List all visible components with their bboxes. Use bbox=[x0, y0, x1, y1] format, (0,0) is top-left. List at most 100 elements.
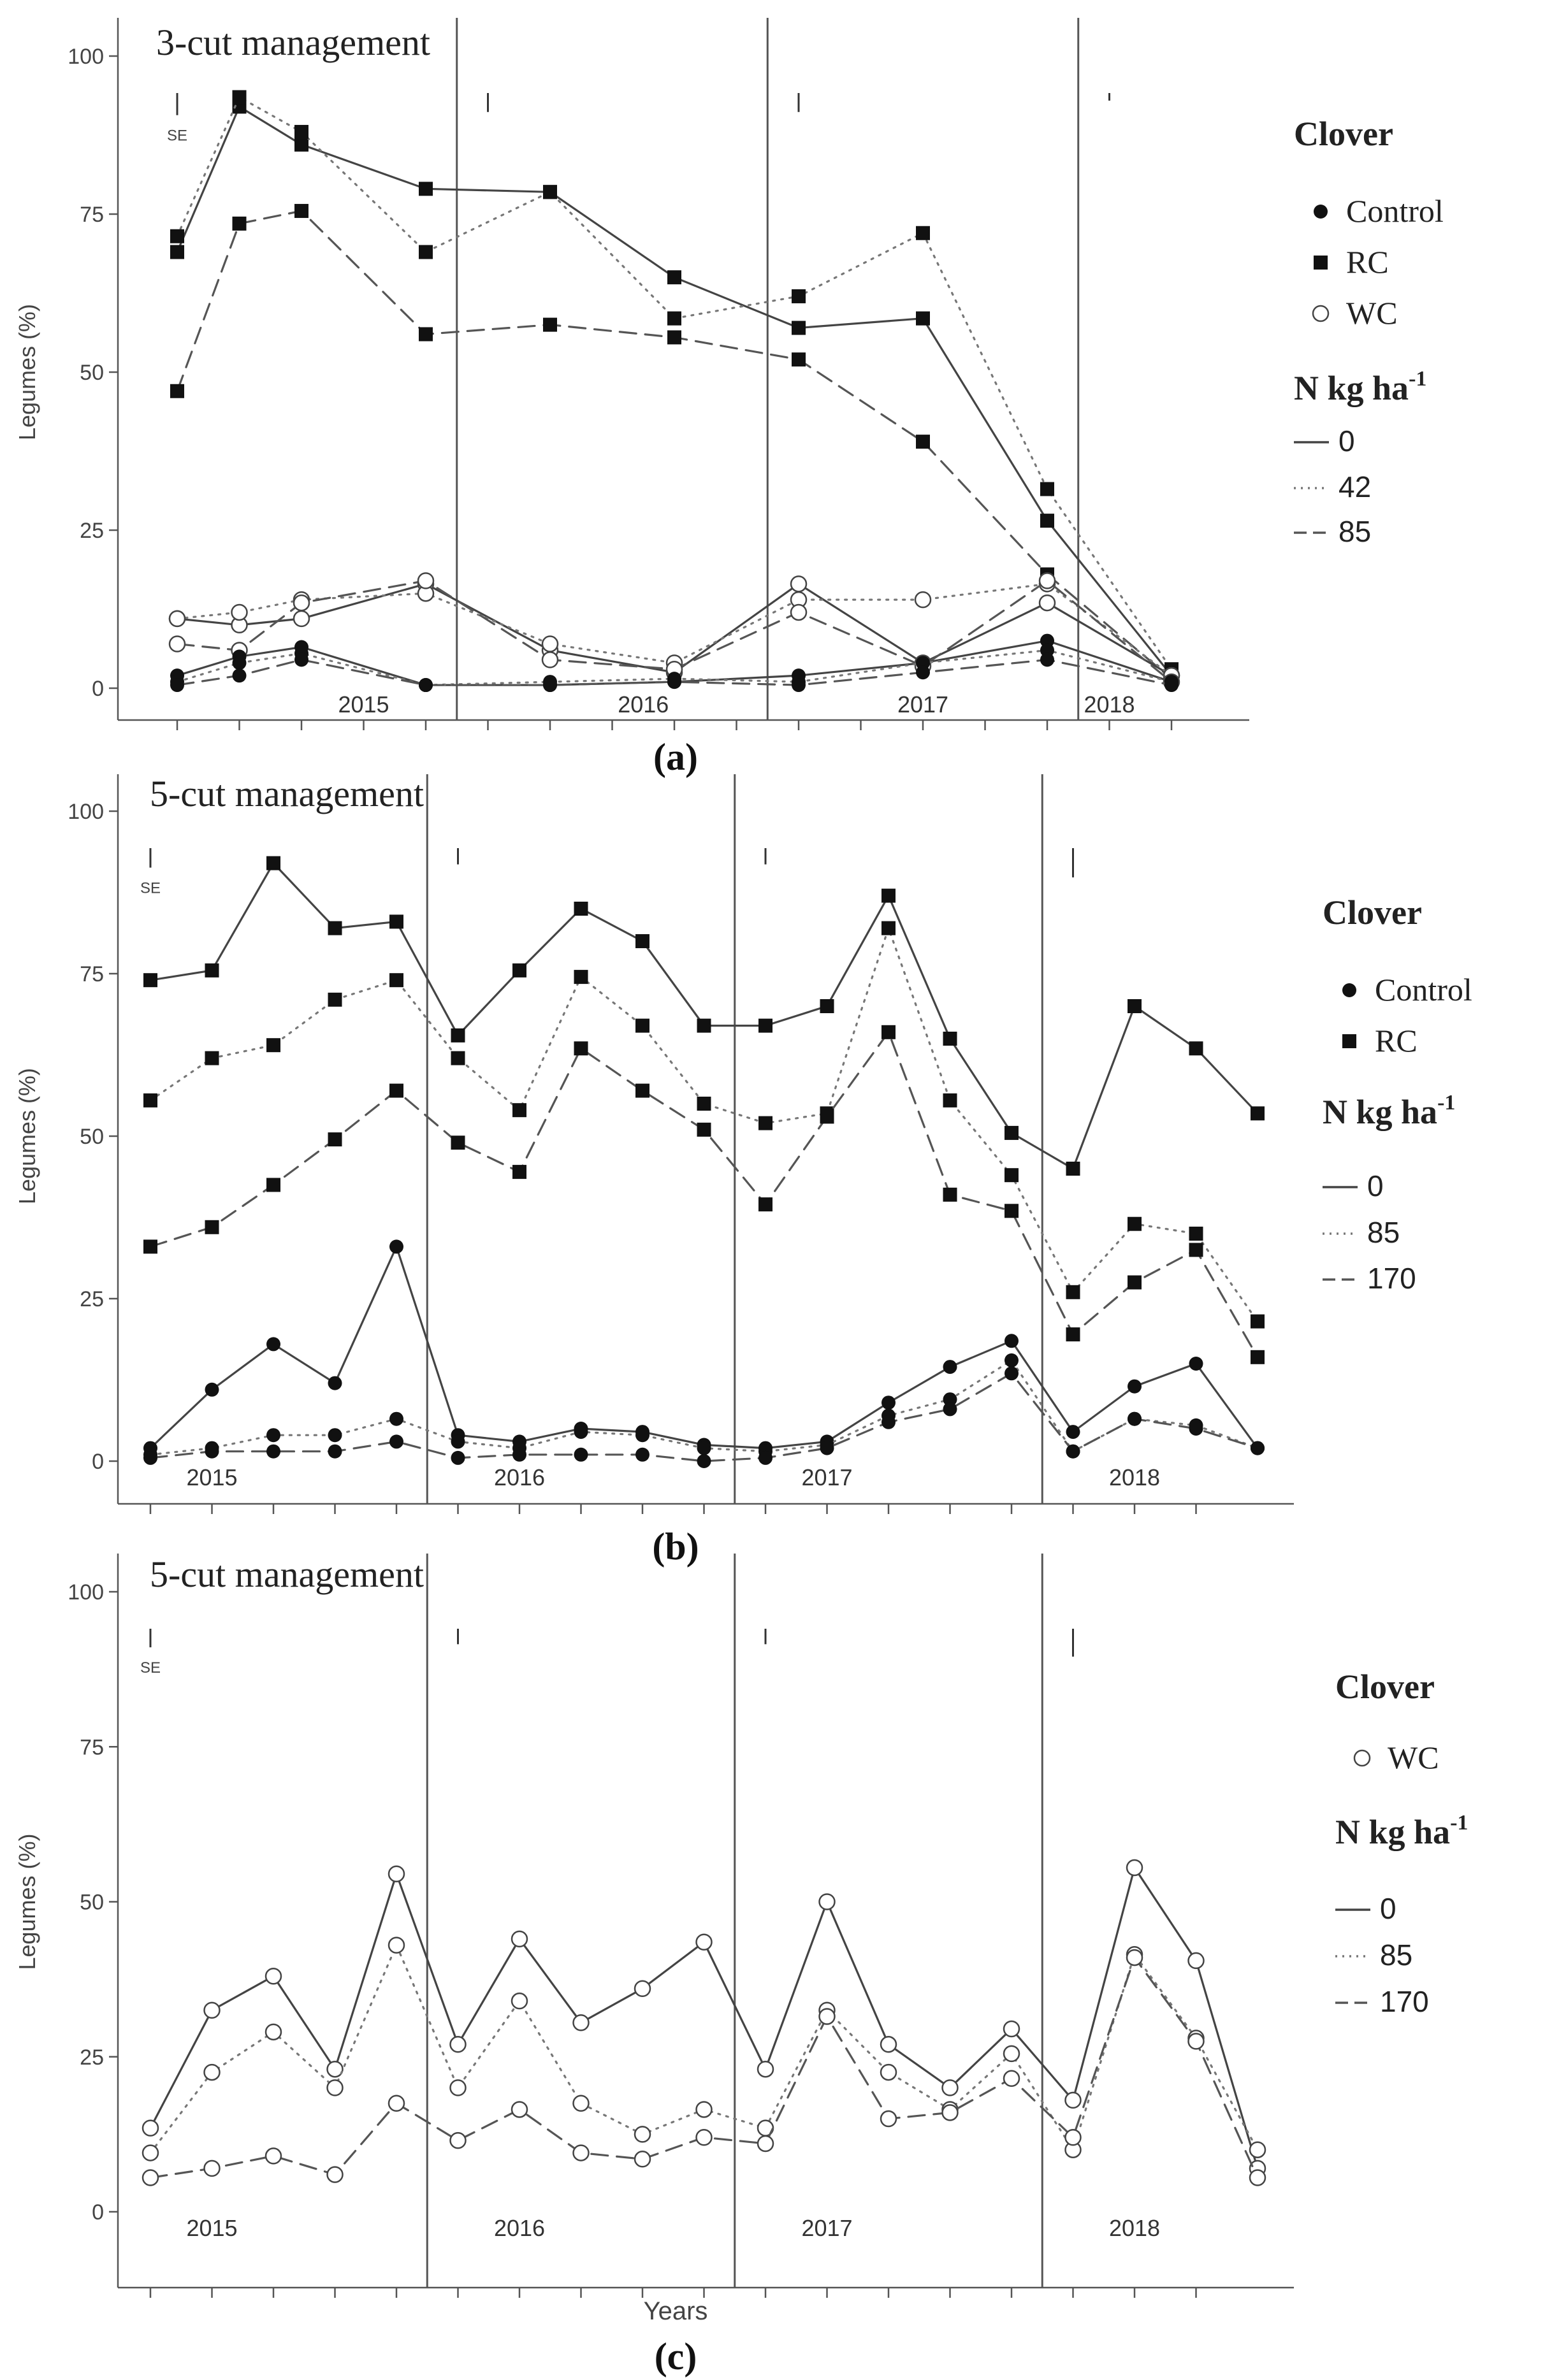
n-legend-heading: N kg ha-1 bbox=[1294, 367, 1426, 407]
data-point bbox=[388, 1865, 405, 1882]
n-legend-heading: N kg ha-1 bbox=[1335, 1811, 1468, 1851]
data-point bbox=[634, 2151, 651, 2168]
data-point bbox=[170, 678, 184, 693]
data-point bbox=[916, 665, 930, 680]
data-point bbox=[1187, 2033, 1205, 2050]
panel-label: (c) bbox=[655, 2335, 697, 2377]
data-point bbox=[328, 1444, 342, 1459]
data-point bbox=[695, 2128, 713, 2146]
data-point bbox=[1164, 678, 1179, 693]
data-point bbox=[143, 1239, 157, 1254]
data-point bbox=[1066, 1425, 1080, 1439]
year-label: 2018 bbox=[1084, 691, 1135, 718]
data-point bbox=[758, 1116, 772, 1130]
data-point bbox=[1038, 572, 1056, 589]
data-point bbox=[1187, 1952, 1205, 1970]
data-point bbox=[818, 1893, 836, 1910]
series-line bbox=[176, 96, 1173, 670]
data-point bbox=[389, 914, 403, 929]
data-point bbox=[1128, 1275, 1142, 1290]
data-point bbox=[265, 1968, 282, 1985]
chart-panel-1: 0 25 50 75 100 Legumes (%) 2015 2016 2017 2018 SE 3… bbox=[14, 18, 1444, 778]
data-point bbox=[328, 1428, 342, 1443]
data-point bbox=[266, 1428, 280, 1443]
chart-panel-3: 0 25 50 75 100 Legumes (%) 2015 2016 2017 2018 SE 5… bbox=[14, 1554, 1468, 2377]
data-point bbox=[265, 2023, 282, 2041]
data-point bbox=[881, 921, 896, 935]
data-point bbox=[168, 610, 186, 628]
data-point bbox=[572, 2144, 590, 2161]
data-point bbox=[574, 1425, 588, 1439]
data-point bbox=[574, 1041, 588, 1056]
legend-marker bbox=[1312, 305, 1330, 322]
data-point bbox=[914, 591, 932, 609]
data-point bbox=[881, 1025, 896, 1039]
data-point bbox=[1126, 1859, 1143, 1877]
legend-n-item: 85 bbox=[1338, 515, 1371, 548]
y-axis-label: Legumes (%) bbox=[14, 304, 40, 440]
data-point bbox=[943, 1360, 957, 1374]
data-point bbox=[695, 1933, 713, 1951]
legend-item: RC bbox=[1346, 244, 1389, 280]
legend-heading: Clover bbox=[1294, 115, 1393, 153]
data-point bbox=[1249, 2141, 1266, 2158]
data-point bbox=[143, 1450, 157, 1465]
data-point bbox=[232, 656, 247, 670]
data-point bbox=[1005, 1125, 1019, 1140]
data-point bbox=[541, 635, 559, 653]
data-point bbox=[635, 1083, 649, 1098]
data-point bbox=[1189, 1357, 1203, 1371]
legend-n-item: 85 bbox=[1380, 1938, 1412, 1972]
data-point bbox=[143, 973, 157, 988]
data-point bbox=[205, 1220, 219, 1234]
data-point bbox=[326, 2166, 344, 2183]
data-point bbox=[326, 2079, 344, 2096]
data-point bbox=[451, 1136, 465, 1150]
data-point bbox=[943, 1032, 957, 1046]
data-point bbox=[512, 963, 526, 977]
legend-heading: Clover bbox=[1335, 1668, 1435, 1706]
data-point bbox=[1066, 1327, 1080, 1342]
data-point bbox=[328, 1376, 342, 1390]
series-line bbox=[176, 210, 1173, 680]
data-point bbox=[880, 2063, 897, 2081]
data-point bbox=[170, 245, 184, 259]
data-point bbox=[143, 1093, 157, 1107]
legend-marker bbox=[1342, 1034, 1356, 1048]
data-point bbox=[1066, 1285, 1080, 1299]
y-tick-label: 75 bbox=[80, 1735, 104, 1759]
data-point bbox=[758, 1018, 772, 1033]
y-tick-label: 100 bbox=[68, 1580, 104, 1605]
legend-heading: Clover bbox=[1323, 893, 1422, 932]
y-tick-label: 75 bbox=[80, 203, 104, 227]
data-point bbox=[1128, 999, 1142, 1013]
data-point bbox=[141, 2144, 159, 2161]
data-point bbox=[880, 2036, 897, 2053]
data-point bbox=[635, 1428, 649, 1443]
data-point bbox=[1189, 1227, 1203, 1241]
data-point bbox=[512, 1447, 526, 1462]
series-line bbox=[176, 582, 1173, 677]
year-label: 2018 bbox=[1109, 2215, 1160, 2241]
data-point bbox=[1251, 1441, 1265, 1455]
year-label: 2016 bbox=[618, 691, 669, 718]
data-point bbox=[205, 1051, 219, 1065]
y-axis-label: Legumes (%) bbox=[14, 1068, 40, 1204]
chart-title: 5-cut management bbox=[150, 773, 424, 814]
data-point bbox=[170, 229, 184, 243]
data-point bbox=[388, 1936, 405, 1954]
n-heading-sup: -1 bbox=[1437, 1091, 1455, 1114]
data-point bbox=[943, 1093, 957, 1107]
series-line bbox=[149, 1865, 1259, 2170]
legend-marker bbox=[1353, 1749, 1371, 1767]
data-point bbox=[1126, 1949, 1143, 1966]
data-point bbox=[232, 216, 247, 231]
data-point bbox=[293, 610, 310, 628]
data-point bbox=[203, 2063, 221, 2081]
series-line bbox=[176, 658, 1173, 686]
data-point bbox=[1003, 2045, 1020, 2063]
data-point bbox=[203, 2001, 221, 2019]
data-point bbox=[758, 1450, 772, 1465]
data-point bbox=[818, 2008, 836, 2025]
data-point bbox=[389, 1434, 403, 1449]
